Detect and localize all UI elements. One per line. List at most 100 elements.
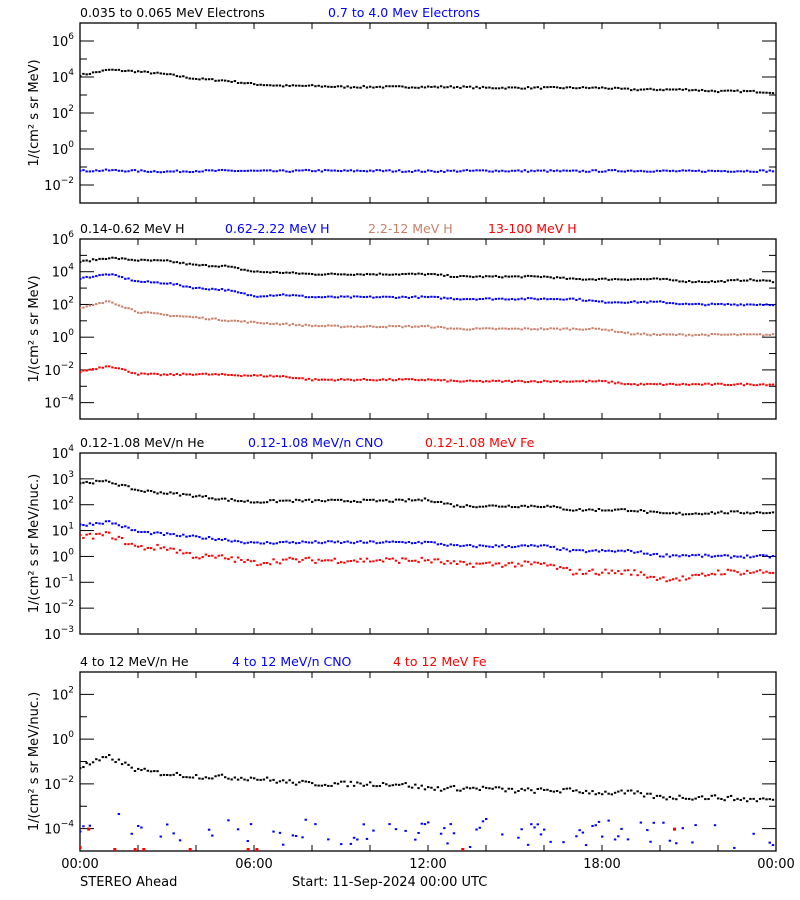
- data-point: [427, 85, 430, 88]
- data-point: [378, 296, 382, 299]
- data-point: [98, 70, 101, 73]
- data-point: [80, 830, 82, 833]
- data-point: [771, 844, 775, 847]
- data-point: [555, 276, 559, 279]
- data-point: [746, 169, 749, 172]
- data-point: [133, 280, 137, 283]
- data-point: [588, 87, 591, 90]
- data-point: [536, 561, 539, 564]
- y-axis-label: 1/(cm² s sr MeV/nuc.): [27, 692, 42, 831]
- data-point: [240, 292, 243, 295]
- data-point: [746, 569, 749, 572]
- data-point: [356, 781, 359, 784]
- data-point: [646, 511, 649, 514]
- data-point: [162, 773, 166, 776]
- data-point: [671, 554, 675, 557]
- data-point: [272, 542, 275, 545]
- data-point: [739, 382, 742, 385]
- data-point: [246, 169, 249, 172]
- data-point: [211, 554, 214, 557]
- data-point: [285, 271, 288, 274]
- data-point: [536, 169, 539, 172]
- data-point: [214, 317, 217, 320]
- data-point: [707, 512, 710, 515]
- data-point: [169, 73, 172, 76]
- data-point: [562, 841, 565, 844]
- data-point: [607, 509, 610, 512]
- data-point: [323, 169, 327, 172]
- data-point: [468, 328, 472, 331]
- data-point: [584, 789, 588, 792]
- data-point: [559, 328, 562, 331]
- data-point: [523, 327, 527, 330]
- data-point: [601, 380, 604, 383]
- data-point: [317, 378, 320, 381]
- data-point: [327, 499, 330, 502]
- data-point: [443, 274, 446, 277]
- data-point: [391, 85, 394, 88]
- data-point: [427, 499, 430, 502]
- data-point: [601, 509, 604, 512]
- data-point: [613, 550, 617, 553]
- data-point: [282, 322, 285, 325]
- data-point: [133, 169, 137, 172]
- data-point: [124, 277, 127, 280]
- data-point: [269, 779, 272, 782]
- plot-frame: [79, 452, 777, 635]
- data-point: [282, 375, 285, 378]
- data-point: [294, 84, 298, 87]
- data-point: [265, 295, 269, 298]
- data-point: [456, 504, 459, 507]
- data-point: [494, 297, 498, 300]
- data-point: [472, 565, 475, 568]
- data-point: [317, 273, 320, 276]
- data-point: [507, 504, 510, 507]
- data-point: [82, 536, 85, 539]
- data-point: [613, 301, 617, 304]
- data-point: [314, 324, 317, 327]
- data-point: [207, 169, 211, 172]
- data-point: [369, 324, 372, 327]
- data-point: [356, 273, 359, 276]
- data-point: [620, 301, 623, 304]
- data-point: [630, 301, 633, 304]
- data-point: [249, 374, 253, 377]
- data-point: [101, 756, 104, 759]
- data-point: [468, 846, 472, 849]
- data-point: [275, 561, 278, 564]
- data-point: [340, 780, 343, 783]
- data-point: [127, 277, 130, 280]
- data-point: [240, 320, 243, 323]
- data-point: [713, 824, 717, 827]
- data-point: [98, 522, 101, 525]
- data-point: [700, 795, 704, 798]
- data-point: [613, 278, 617, 281]
- data-point: [80, 75, 82, 78]
- data-point: [749, 383, 752, 386]
- data-point: [323, 273, 327, 276]
- data-point: [336, 782, 340, 785]
- data-point: [607, 381, 610, 384]
- data-point: [755, 570, 759, 573]
- data-point: [220, 372, 224, 375]
- data-point: [356, 500, 359, 503]
- data-point: [588, 379, 591, 382]
- data-point: [349, 296, 353, 299]
- data-point: [385, 557, 388, 560]
- data-point: [265, 776, 269, 779]
- data-point: [720, 797, 723, 800]
- data-point: [124, 761, 127, 764]
- data-point: [359, 295, 362, 298]
- data-point: [684, 554, 688, 557]
- data-point: [169, 170, 172, 173]
- data-point: [362, 325, 365, 328]
- data-point: [401, 326, 404, 329]
- data-point: [314, 296, 317, 299]
- data-point: [372, 829, 375, 832]
- data-point: [636, 384, 639, 387]
- data-point: [530, 504, 533, 507]
- data-point: [230, 556, 233, 559]
- data-point: [681, 169, 684, 172]
- data-point: [688, 333, 691, 336]
- data-point: [182, 285, 185, 288]
